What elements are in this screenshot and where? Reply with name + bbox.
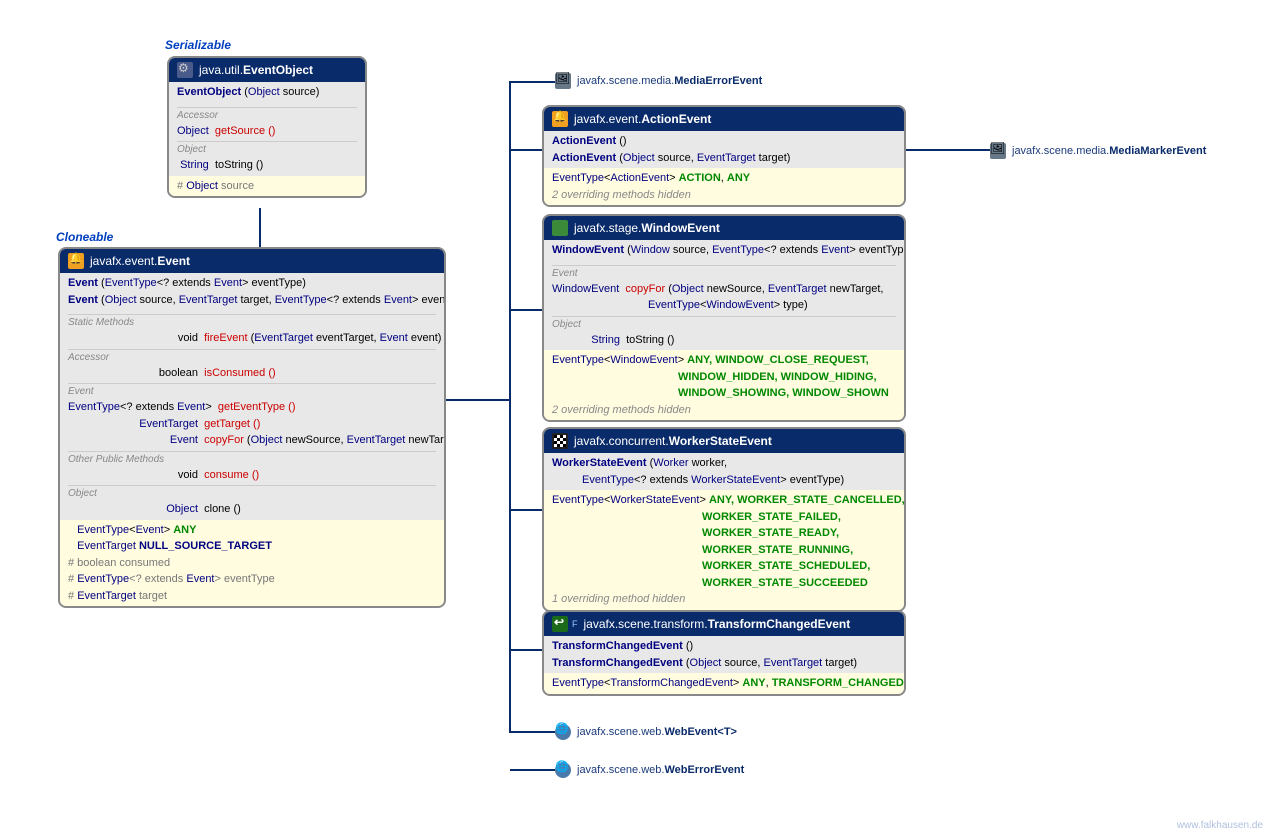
class-event-object: java.util.EventObject EventObject (Objec…	[167, 56, 367, 198]
consts: EventType<TransformChangedEvent> ANY, TR…	[544, 673, 904, 694]
bell-icon	[552, 111, 568, 127]
class-action-event: javafx.event.ActionEvent ActionEvent () …	[542, 105, 906, 207]
ref-media-marker: javafx.scene.media.MediaMarkerEvent	[990, 143, 1206, 159]
ctors: EventObject (Object source)	[169, 82, 365, 103]
class-event: javafx.event.Event Event (EventType<? ex…	[58, 247, 446, 608]
header: javafx.event.ActionEvent	[544, 107, 904, 131]
consts: EventType<ActionEvent> ACTION, ANY 2 ove…	[544, 168, 904, 205]
ctors: Event (EventType<? extends Event> eventT…	[60, 273, 444, 310]
globe-icon	[555, 724, 571, 740]
methods: Event WindowEvent copyFor (Object newSou…	[544, 261, 904, 351]
consts: EventType<Event> ANY EventTarget NULL_SO…	[60, 520, 444, 607]
fields: # Object source	[169, 176, 365, 197]
checker-icon	[552, 433, 568, 449]
methods: Static Methods void fireEvent (EventTarg…	[60, 310, 444, 520]
header: javafx.concurrent.WorkerStateEvent	[544, 429, 904, 453]
iface-cloneable: Cloneable	[56, 230, 113, 244]
methods: Accessor Object getSource () Object Stri…	[169, 103, 365, 176]
iface-serializable: Serializable	[165, 38, 231, 52]
ctors: WorkerStateEvent (Worker worker, EventTy…	[544, 453, 904, 490]
header: java.util.EventObject	[169, 58, 365, 82]
consts: EventType<WindowEvent> ANY, WINDOW_CLOSE…	[544, 350, 904, 420]
ctors: WindowEvent (Window source, EventType<? …	[544, 240, 904, 261]
ref-media-error: javafx.scene.media.MediaErrorEvent	[555, 73, 762, 89]
globe-icon	[555, 762, 571, 778]
pic-icon	[990, 143, 1006, 159]
ref-web-event: javafx.scene.web.WebEvent<T>	[555, 724, 737, 740]
header: Fjavafx.scene.transform.TransformChanged…	[544, 612, 904, 636]
arrow-icon	[552, 616, 568, 632]
ref-web-error: javafx.scene.web.WebErrorEvent	[555, 762, 744, 778]
header: javafx.event.Event	[60, 249, 444, 273]
bell-icon	[68, 253, 84, 269]
consts: EventType<WorkerStateEvent> ANY, WORKER_…	[544, 490, 904, 610]
ctors: ActionEvent () ActionEvent (Object sourc…	[544, 131, 904, 168]
gear-icon	[177, 62, 193, 78]
header: javafx.stage.WindowEvent	[544, 216, 904, 240]
ctors: TransformChangedEvent () TransformChange…	[544, 636, 904, 673]
footer: www.falkhausen.de	[1177, 820, 1263, 831]
class-transform-changed-event: Fjavafx.scene.transform.TransformChanged…	[542, 610, 906, 696]
pic-icon	[555, 73, 571, 89]
class-window-event: javafx.stage.WindowEvent WindowEvent (Wi…	[542, 214, 906, 422]
class-worker-state-event: javafx.concurrent.WorkerStateEvent Worke…	[542, 427, 906, 612]
square-icon	[552, 220, 568, 236]
